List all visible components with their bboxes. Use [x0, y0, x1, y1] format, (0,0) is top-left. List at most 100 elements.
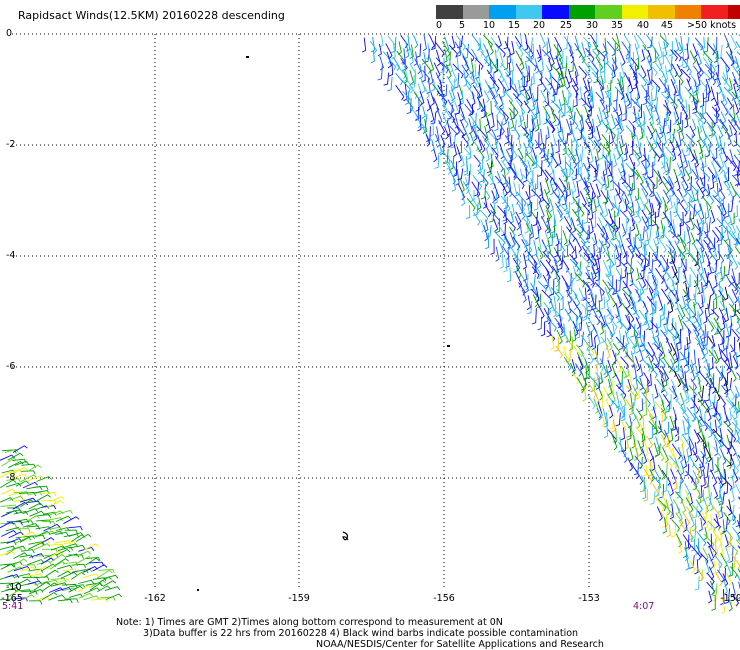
wind-barb-939	[592, 167, 597, 182]
wind-barb-65	[448, 44, 458, 58]
wind-barb-1479	[703, 267, 709, 285]
wind-barb-447	[627, 92, 632, 109]
wind-barb-1081	[733, 189, 740, 203]
wind-barb-2076	[700, 428, 705, 443]
wind-barb-528	[527, 106, 537, 121]
wind-barb-985	[625, 174, 631, 188]
wind-barb-779	[681, 139, 690, 153]
wind-barb-2345	[731, 582, 736, 598]
wind-barb-2172	[654, 469, 661, 483]
wind-barb-1310	[733, 232, 740, 246]
wind-barb-284	[530, 72, 535, 86]
wind-barb-418	[430, 92, 435, 106]
wind-barb-177	[493, 58, 499, 73]
wind-barb-684	[647, 125, 654, 140]
wind-barb-1693	[686, 316, 698, 332]
wind-barb-1298	[655, 231, 660, 246]
wind-barb-1788	[585, 343, 595, 357]
wind-barb-178	[503, 56, 509, 71]
wind-barb-1116	[701, 195, 712, 211]
wind-barb-1955	[721, 384, 729, 398]
wind-barb-1303	[690, 232, 696, 245]
wind-barb-1632	[669, 299, 674, 314]
wind-barb-765	[583, 141, 592, 154]
wind-barb-2464	[33, 543, 51, 551]
wind-barb-2379	[15, 480, 30, 487]
wind-barb-1776	[684, 336, 689, 351]
wind-barb-1491	[561, 275, 570, 292]
wind-barb-73	[504, 41, 512, 58]
wind-barb-2149	[714, 456, 719, 473]
scale-label-0: 0	[436, 20, 443, 31]
wind-barb-2168	[730, 464, 735, 479]
wind-barb-770	[618, 140, 624, 157]
wind-barb-1263	[659, 226, 666, 239]
wind-barb-648	[708, 121, 713, 137]
wind-barb-1558	[582, 287, 587, 302]
wind-barb-1161	[473, 212, 481, 226]
wind-barb-2074	[685, 426, 690, 442]
wind-barb-1908	[720, 371, 728, 386]
wind-barb-623	[534, 119, 540, 132]
wind-barb-2563	[7, 589, 23, 598]
wind-barb-94	[651, 44, 660, 59]
scale-label-5: 5	[459, 20, 466, 31]
wind-barb-2526	[82, 573, 99, 579]
wind-barb-117	[443, 48, 448, 64]
wind-barb-331	[506, 77, 512, 92]
wind-barb-2576	[99, 596, 116, 601]
wind-barb-984	[620, 176, 632, 193]
wind-barb-2450	[19, 535, 36, 543]
wind-barb-1606	[699, 294, 704, 309]
wind-barb-871	[711, 156, 722, 172]
wind-barb-2283	[724, 527, 734, 542]
wind-barb-1218	[609, 216, 619, 233]
wind-barb-1447	[711, 259, 718, 274]
wind-barb-2256	[688, 511, 695, 528]
wind-barb-1257	[621, 223, 627, 237]
wind-barb-245	[611, 64, 616, 79]
wind-barb-1300	[670, 230, 680, 245]
wind-barb-1058	[570, 188, 575, 205]
wind-barb-1961	[606, 393, 614, 407]
wind-barb-2261	[723, 511, 731, 525]
wind-barb-1157	[717, 204, 726, 222]
wind-barb-692	[701, 125, 707, 141]
wind-barb-1045	[483, 187, 491, 201]
wind-barb-2362	[1, 457, 18, 467]
wind-barb-2013	[672, 406, 678, 423]
wind-barb-2257	[697, 510, 707, 526]
wind-barb-1354	[543, 244, 549, 258]
scale-label-45: 45	[661, 20, 674, 31]
wind-barb-1827	[674, 350, 679, 364]
wind-barb-840	[494, 155, 504, 173]
wind-barb-427	[489, 90, 498, 107]
wind-barb-1661	[663, 310, 670, 326]
wind-barb-754	[508, 142, 518, 160]
wind-barb-388	[564, 85, 572, 99]
wind-barb-1920	[639, 377, 644, 391]
wind-barb-1357	[563, 245, 569, 258]
wind-barb-356	[686, 78, 692, 92]
wind-barb-1150	[661, 203, 666, 220]
wind-barb-1988	[642, 400, 647, 417]
wind-barb-1736	[595, 330, 601, 347]
wind-barb-1733	[571, 329, 577, 343]
wind-speed-scale-labels: 0 5 10 15 20 25 30 35 40 45 >50 knots	[431, 20, 740, 32]
wind-barb-1329	[618, 239, 623, 257]
wind-barb-88	[606, 40, 617, 56]
wind-barb-507	[713, 98, 721, 113]
wind-barb-1748	[676, 328, 682, 345]
wind-barb-1937	[597, 384, 604, 401]
wind-barb-1505	[662, 275, 669, 292]
wind-barb-246	[619, 62, 626, 80]
wind-barb-1111	[668, 195, 673, 210]
wind-barb-573	[509, 112, 515, 130]
wind-barb-2440	[29, 535, 46, 540]
wind-barb-337	[551, 76, 561, 90]
wind-barb-598	[684, 114, 689, 129]
wind-barb-1644	[544, 308, 549, 323]
wind-barb-1719	[671, 323, 680, 339]
wind-barb-2015	[686, 406, 696, 423]
wind-barb-603	[720, 111, 727, 125]
